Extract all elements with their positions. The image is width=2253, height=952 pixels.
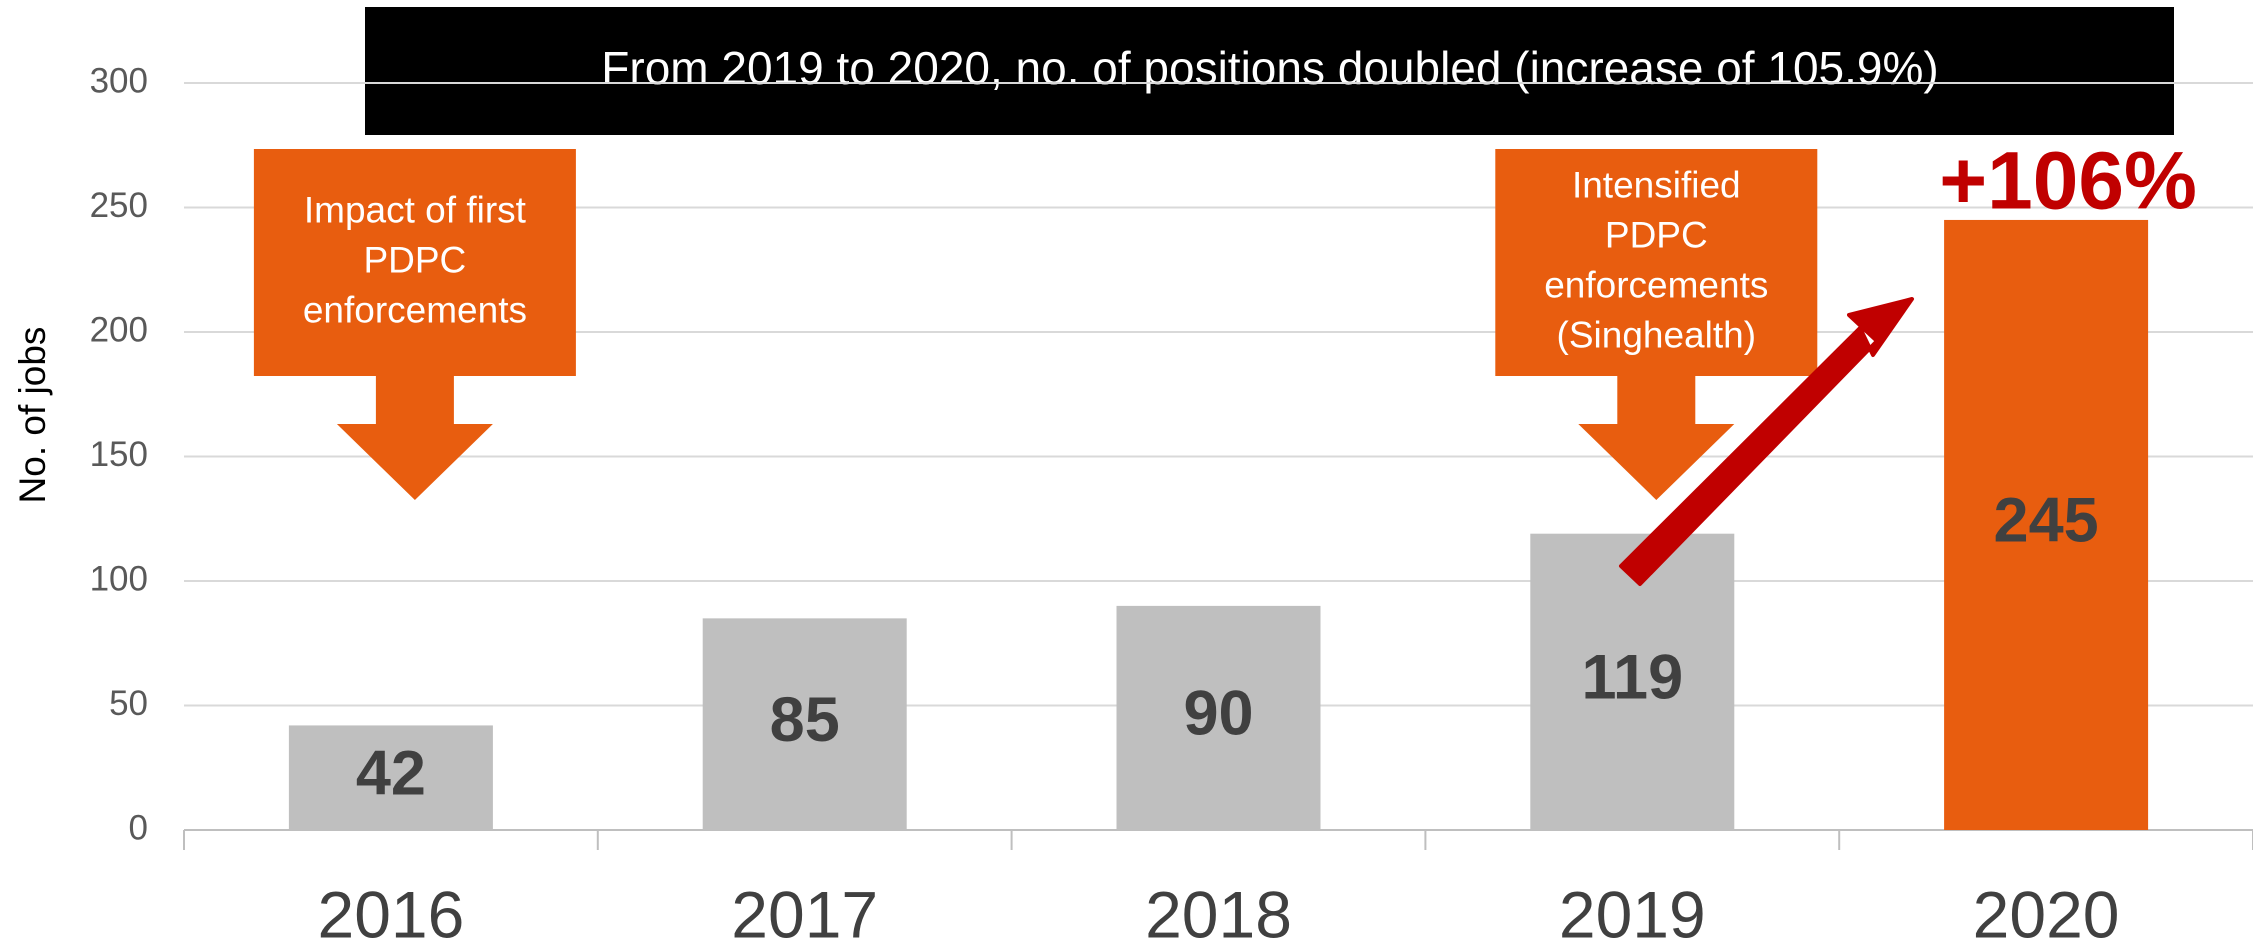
callout-text: Impact of first: [304, 189, 527, 230]
chart-title: From 2019 to 2020, no. of positions doub…: [601, 42, 1938, 94]
callout-shape: [253, 149, 576, 500]
callout-text: enforcements: [1544, 264, 1768, 305]
bar: [288, 725, 493, 830]
growth-label: +106%: [1939, 136, 2197, 227]
value-label: 119: [1581, 642, 1683, 712]
x-tick-label: 2020: [1973, 877, 2120, 951]
callout-text: Intensified: [1572, 164, 1741, 205]
y-tick-label: 150: [90, 435, 148, 474]
callout-text: (Singhealth): [1557, 314, 1757, 355]
value-label: 42: [356, 738, 426, 808]
y-tick-label: 300: [90, 61, 148, 100]
x-tick-label: 2017: [731, 877, 878, 951]
callout-text: PDPC: [1605, 214, 1708, 255]
y-axis-title: No. of jobs: [12, 327, 53, 504]
y-tick-label: 100: [90, 559, 148, 598]
value-label: 90: [1183, 679, 1253, 749]
y-tick-label: 0: [129, 808, 148, 847]
y-tick-label: 250: [90, 186, 148, 225]
x-tick-label: 2016: [317, 877, 464, 951]
bar: [1944, 219, 2149, 830]
callout-text: enforcements: [303, 289, 527, 330]
value-label: 245: [1994, 486, 2099, 556]
callout-shape: [1495, 149, 1818, 500]
bar: [1116, 605, 1321, 830]
x-tick-label: 2018: [1145, 877, 1292, 951]
y-tick-label: 200: [90, 310, 148, 349]
bar: [702, 618, 907, 830]
title-banner: [365, 7, 2174, 135]
x-tick-label: 2019: [1559, 877, 1706, 951]
y-tick-label: 50: [109, 684, 148, 723]
growth-arrow: [1619, 297, 1914, 586]
bar: [1530, 533, 1735, 830]
callout-text: PDPC: [363, 239, 466, 280]
value-label: 85: [770, 685, 840, 755]
